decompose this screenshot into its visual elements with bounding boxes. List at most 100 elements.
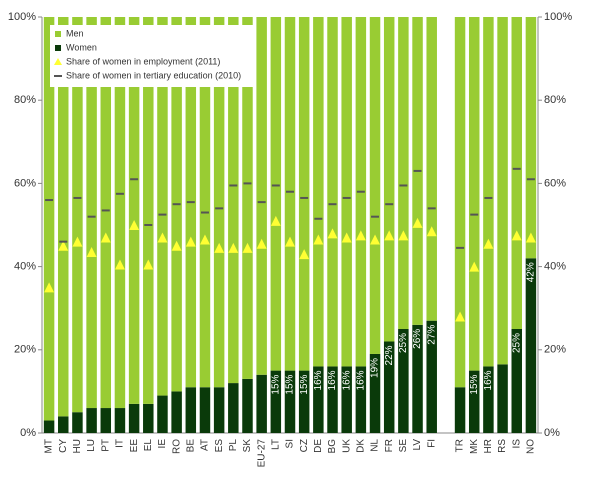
employment-marker: [327, 228, 338, 239]
bar-segment: [383, 17, 395, 342]
employment-marker: [256, 238, 267, 249]
bar-segment: [256, 374, 267, 433]
bar-segment: [86, 408, 97, 433]
employment-marker: [412, 217, 423, 228]
employment-marker: [214, 242, 225, 253]
x-tick-label: IT: [115, 439, 126, 448]
bar-segment: [497, 364, 508, 433]
bar-segment: [199, 17, 211, 388]
bar-segment: [213, 387, 225, 433]
employment-marker: [270, 215, 281, 226]
employment-marker: [341, 232, 352, 243]
legend-label: Share of women in employment (2011): [66, 56, 220, 66]
value-label: 16%: [483, 370, 494, 390]
employment-marker: [370, 234, 381, 245]
y2-tick-label: 100%: [544, 11, 572, 23]
bar-segment: [284, 17, 296, 371]
value-label: 22%: [384, 345, 395, 365]
y-tick-label: 0%: [20, 427, 36, 439]
bar-segment: [511, 17, 522, 329]
bar-segment: [228, 17, 239, 384]
bar-segment: [72, 17, 83, 413]
value-label: 16%: [313, 370, 324, 390]
bar-segment: [313, 366, 324, 433]
x-tick-label: NO: [526, 439, 537, 454]
x-tick-label: LU: [86, 439, 97, 452]
legend-label: Share of women in tertiary education (20…: [66, 70, 241, 80]
bar-segment: [298, 17, 310, 371]
x-tick-label: IE: [157, 439, 168, 449]
value-label: 27%: [426, 325, 437, 345]
employment-marker: [313, 234, 324, 245]
bar-segment: [426, 320, 437, 433]
y2-tick-label: 60%: [544, 177, 566, 189]
x-tick-label: MT: [44, 439, 55, 453]
value-label: 25%: [511, 333, 522, 353]
employment-marker: [398, 230, 409, 241]
bar-segment: [313, 17, 324, 367]
y-tick-label: 100%: [8, 11, 36, 23]
value-label: 16%: [327, 370, 338, 390]
bar-segment: [242, 378, 253, 433]
y2-tick-label: 40%: [544, 261, 566, 273]
bar-segment: [525, 17, 537, 259]
employment-marker: [228, 242, 239, 253]
employment-marker: [143, 259, 154, 270]
x-tick-label: EU-27: [256, 439, 267, 468]
x-tick-label: SK: [242, 439, 253, 453]
bar-segment: [497, 17, 508, 365]
x-tick-label: RO: [171, 439, 182, 454]
bar-segment: [86, 17, 97, 409]
bar-segment: [72, 412, 83, 433]
value-label: 16%: [341, 370, 352, 390]
y2-tick-label: 0%: [544, 427, 560, 439]
bar-segment: [327, 366, 338, 433]
bar-segment: [128, 17, 140, 404]
employment-marker: [483, 238, 494, 249]
x-tick-label: DE: [313, 439, 324, 453]
x-tick-label: MK: [469, 439, 480, 454]
bar-segment: [327, 17, 338, 367]
bar-segment: [398, 17, 409, 329]
bar-segment: [426, 17, 437, 321]
bar-segment: [454, 387, 466, 433]
bar-segment: [157, 17, 168, 396]
legend-label: Women: [66, 42, 97, 52]
x-tick-label: CZ: [299, 439, 310, 452]
bar-segment: [483, 366, 494, 433]
x-tick-label: EE: [129, 439, 140, 453]
bar-segment: [369, 17, 381, 354]
bar-segment: [383, 341, 395, 433]
x-tick-label: CY: [58, 439, 69, 453]
value-label: 19%: [370, 358, 381, 378]
bar-segment: [114, 408, 126, 433]
y-tick-label: 80%: [14, 94, 36, 106]
bar-segment: [298, 370, 310, 433]
employment-marker: [171, 240, 182, 251]
value-label: 15%: [285, 374, 296, 394]
bar-segment: [114, 17, 126, 409]
bar-segment: [58, 17, 69, 417]
x-tick-label: PT: [100, 439, 111, 452]
bar-segment: [511, 329, 522, 433]
bar-segment: [58, 416, 69, 433]
bar-segment: [270, 17, 282, 371]
x-tick-label: SE: [398, 439, 409, 453]
bar-segment: [256, 17, 267, 375]
value-label: 15%: [270, 374, 281, 394]
y-tick-label: 60%: [14, 177, 36, 189]
bar-segment: [199, 387, 211, 433]
x-tick-label: RS: [497, 439, 508, 453]
bar-segment: [468, 17, 480, 371]
bar-segment: [157, 395, 168, 433]
y-tick-label: 40%: [14, 261, 36, 273]
bar-segment: [284, 370, 296, 433]
legend-label: Men: [66, 28, 84, 38]
bar-segment: [228, 383, 239, 433]
employment-marker: [455, 311, 466, 322]
bar-segment: [355, 366, 367, 433]
employment-marker: [58, 240, 69, 251]
bar-segment: [143, 403, 154, 433]
x-tick-label: EL: [143, 439, 154, 452]
x-tick-label: BG: [327, 439, 338, 454]
